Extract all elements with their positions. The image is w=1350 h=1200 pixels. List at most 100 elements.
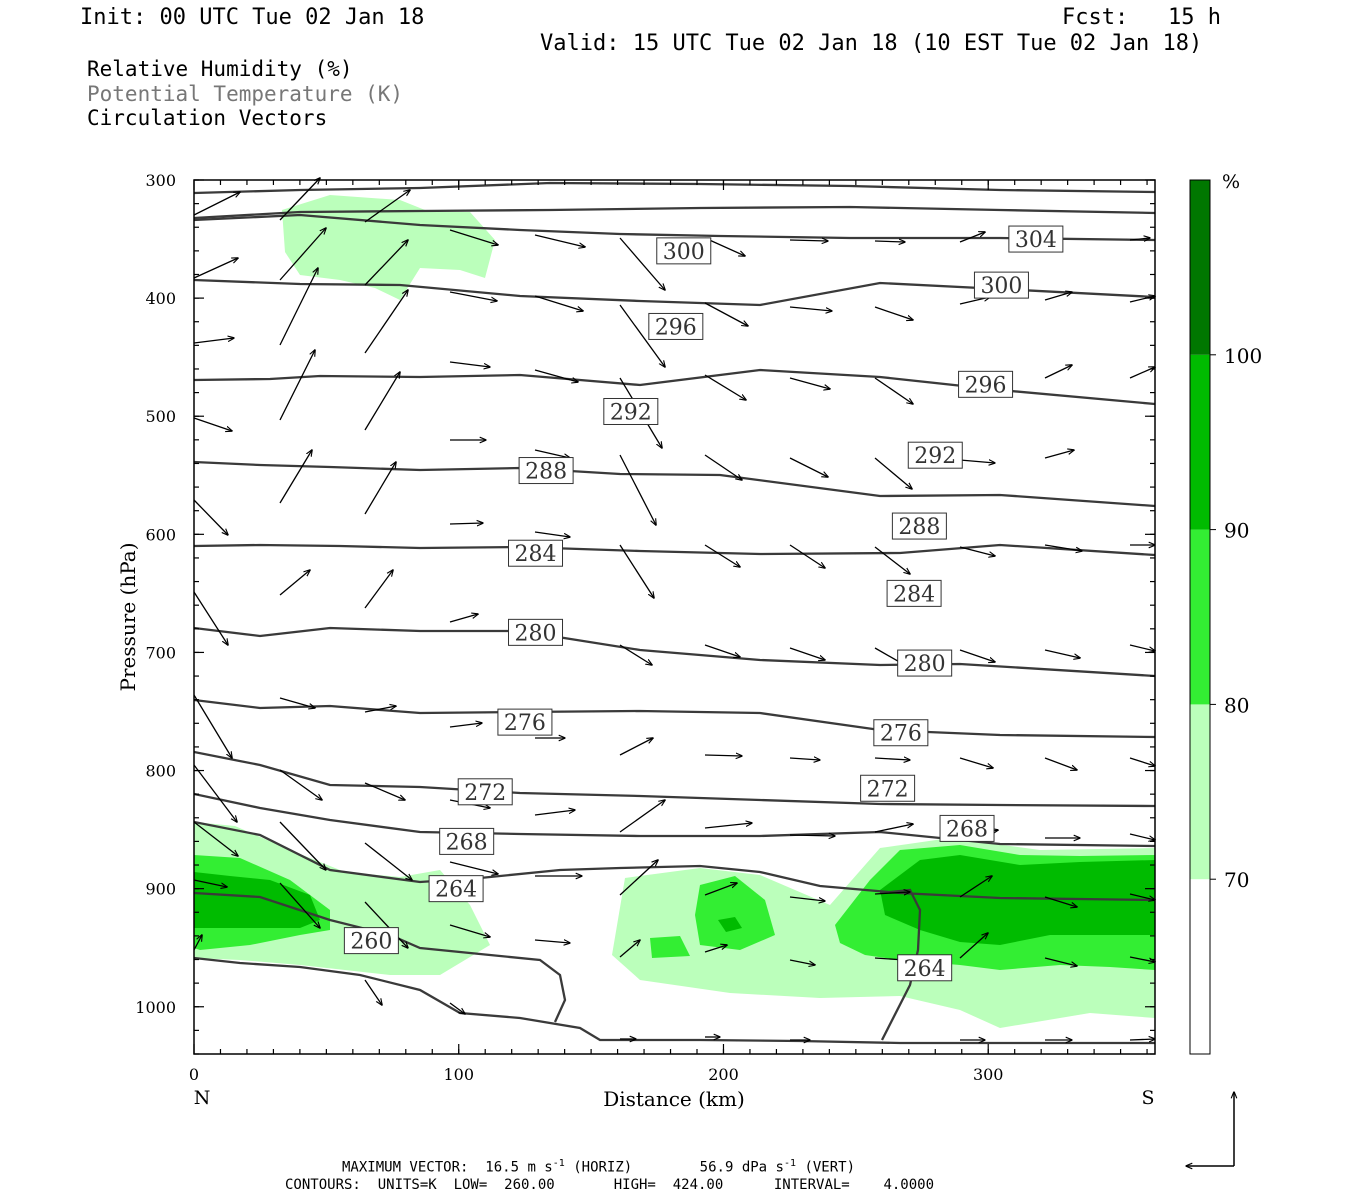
theta-label-text: 272: [464, 781, 506, 806]
rh-90-region: [718, 917, 742, 932]
wind-vector: [789, 959, 815, 965]
wind-vector: [279, 882, 320, 928]
init-time: Init: 00 UTC Tue 02 Jan 18: [80, 5, 425, 30]
theta-line: [194, 698, 1155, 739]
rh-fill: [194, 195, 1155, 1028]
theta-label: 300: [973, 271, 1029, 299]
theta-line: [194, 368, 1155, 406]
theta-label: 296: [958, 370, 1014, 398]
y-tick-label: 700: [145, 643, 176, 662]
y-tick-label: 400: [145, 289, 176, 308]
wind-vector: [534, 940, 570, 943]
rh-90-region: [880, 855, 1155, 945]
theta-label-text: 300: [663, 240, 705, 265]
wind-vector: [704, 644, 740, 657]
theta-label: 264: [428, 875, 484, 903]
wind-vector: [704, 302, 748, 326]
theta-label-text: 304: [1015, 228, 1057, 253]
theta-label-box: [518, 457, 574, 485]
wind-vector: [193, 499, 228, 535]
theta-label-box: [343, 927, 399, 955]
theta-label-text: 284: [515, 542, 557, 567]
wind-vector: [364, 240, 408, 286]
theta-label-box: [428, 875, 484, 903]
theta-label: 264: [897, 954, 953, 982]
wind-vector: [619, 800, 665, 833]
wind-vector: [193, 879, 227, 887]
theta-label: 276: [497, 708, 553, 736]
rh-80-region: [650, 936, 690, 958]
theta-label: 292: [907, 441, 963, 469]
x-tick-label: 300: [973, 1065, 1004, 1084]
wind-vector: [193, 591, 228, 645]
wind-vector: [619, 454, 656, 525]
theta-line: [194, 460, 1155, 508]
wind-vector: [279, 178, 320, 221]
theta-label: 280: [897, 649, 953, 677]
reference-vector: [1186, 1092, 1234, 1166]
wind-vector: [789, 240, 828, 241]
x-tick-label: 200: [708, 1065, 739, 1084]
wind-vector: [449, 723, 482, 728]
theta-label-text: 288: [898, 515, 940, 540]
wind-vector: [959, 460, 995, 463]
wind-vector: [959, 232, 985, 243]
theta-label-text: 268: [946, 817, 988, 842]
wind-vector: [364, 290, 408, 354]
wind-vector: [364, 706, 396, 713]
wind-vector: [704, 374, 746, 400]
colorbar: 70 80 90 100: [1189, 179, 1262, 1055]
y-tick-label: 600: [145, 525, 176, 544]
wind-vector: [364, 782, 405, 800]
wind-vector: [874, 377, 913, 404]
wind-vector: [619, 304, 665, 367]
valid-time: Valid: 15 UTC Tue 02 Jan 18 (10 EST Tue …: [540, 31, 1203, 56]
wind-vector: [619, 940, 640, 958]
wind-vector: [534, 234, 585, 247]
theta-line: [194, 626, 1155, 678]
wind-vector: [193, 338, 234, 344]
theta-label-text: 296: [655, 315, 697, 340]
wind-vector: [1129, 238, 1150, 240]
theta-label: 300: [656, 237, 712, 265]
wind-vector: [704, 544, 740, 567]
theta-label: 276: [873, 719, 929, 747]
wind-vector: [789, 835, 835, 836]
wind-vector: [279, 570, 310, 596]
axis-ticks: [193, 179, 1155, 1055]
wind-vector: [364, 462, 396, 515]
theta-label-text: 296: [965, 373, 1007, 398]
wind-vector: [959, 876, 992, 898]
wind-vector: [279, 268, 318, 346]
wind-vector: [1044, 292, 1072, 301]
wind-vector: [1129, 956, 1155, 962]
theta-label-text: 264: [435, 878, 477, 903]
theta-label-text: 292: [610, 400, 652, 425]
wind-vector: [449, 924, 490, 937]
wind-vector: [704, 823, 752, 829]
theta-label-box: [508, 618, 564, 646]
theta-label-text: 288: [525, 460, 567, 485]
wind-vector: [704, 883, 737, 896]
wind-vector: [619, 544, 654, 598]
y-tick-label: 900: [145, 880, 176, 899]
theta-label-text: 264: [904, 957, 946, 982]
wind-vector: [364, 842, 412, 880]
theta-label-box: [860, 774, 916, 802]
wind-vector: [789, 647, 825, 660]
y-tick-label: 800: [145, 762, 176, 781]
axis-tick-labels: 300 400 500 600 700 800 900 1000 0 100 200 300: [135, 171, 1003, 1084]
theta-label: 272: [457, 778, 513, 806]
theta-label-text: 276: [504, 711, 546, 736]
wind-vector: [193, 694, 232, 758]
wind-vector: [1129, 296, 1155, 303]
theta-label: 280: [508, 618, 564, 646]
wind-vector: [874, 546, 910, 574]
wind-vector: [364, 979, 382, 1005]
rh-80-region: [695, 876, 775, 950]
theta-label-text: 292: [914, 444, 956, 469]
wind-vector: [959, 757, 993, 768]
theta-label-box: [508, 539, 564, 567]
wind-vector: [279, 769, 322, 800]
